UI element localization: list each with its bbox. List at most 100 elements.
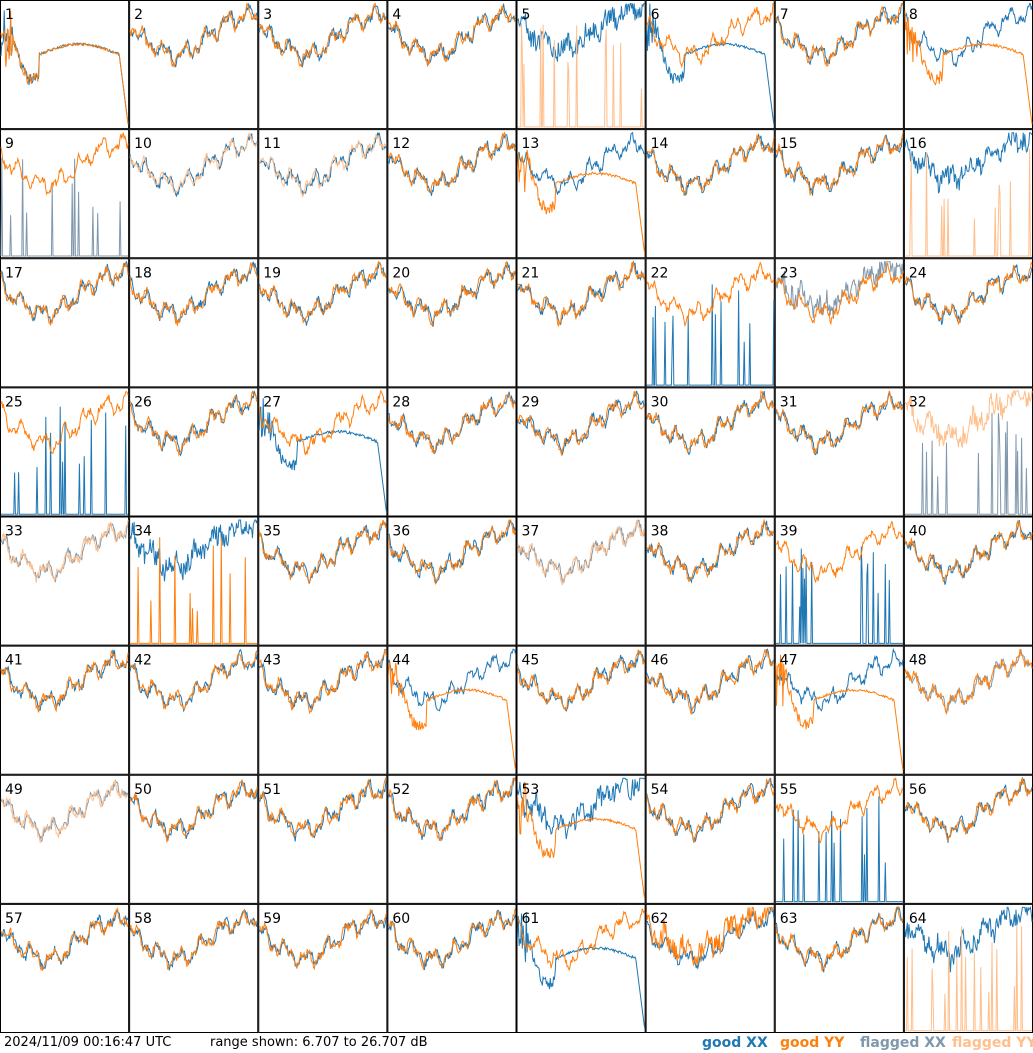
panel-frame [774, 516, 904, 646]
panel-47: 47 [774, 645, 904, 775]
series-yy [129, 650, 258, 710]
panel-12: 12 [387, 129, 517, 259]
panel-frame [903, 516, 1033, 646]
panel-52: 52 [387, 774, 517, 904]
panel-frame [516, 903, 646, 1033]
panel-label: 48 [909, 653, 927, 669]
series-yy [129, 779, 258, 844]
panel-43: 43 [258, 645, 388, 775]
panel-label: 13 [522, 136, 540, 152]
series-yy [258, 132, 387, 198]
panel-label: 34 [134, 524, 152, 540]
panel-frame [258, 903, 388, 1033]
series-yy [775, 654, 904, 770]
panel-53: 53 [516, 774, 646, 904]
panel-29: 29 [516, 387, 646, 517]
series-yy [904, 649, 1033, 715]
panel-35: 35 [258, 516, 388, 646]
panel-1: 1 [0, 0, 130, 130]
panel-label: 26 [134, 394, 152, 410]
panel-8: 8 [903, 0, 1033, 130]
panel-label: 61 [522, 911, 540, 927]
timestamp: 2024/11/09 00:16:47 UTC [4, 1035, 172, 1050]
panel-frame [258, 645, 388, 775]
panel-20: 20 [387, 258, 517, 388]
range-shown: range shown: 6.707 to 26.707 dB [210, 1035, 428, 1050]
series-xx [646, 777, 774, 843]
panel-frame [129, 645, 259, 775]
panel-label: 27 [263, 394, 281, 410]
panel-frame [645, 903, 775, 1033]
panel-label: 56 [909, 782, 927, 798]
panel-frame [129, 903, 259, 1033]
series-xx [517, 912, 646, 1029]
series-yy [775, 906, 904, 972]
panel-4: 4 [387, 0, 517, 130]
panel-57: 57 [0, 903, 130, 1033]
panel-label: 44 [392, 653, 410, 669]
panel-frame [774, 903, 904, 1033]
panel-frame [774, 258, 904, 388]
series-yy [646, 134, 775, 196]
panel-frame [516, 774, 646, 904]
panel-label: 41 [5, 653, 23, 669]
panel-frame [903, 645, 1033, 775]
series-xx [904, 412, 1032, 515]
series-yy [129, 132, 258, 194]
series-yy [517, 907, 646, 972]
panel-28: 28 [387, 387, 517, 517]
series-xx [904, 906, 1033, 973]
panel-frame [645, 129, 775, 259]
panel-label: 49 [5, 782, 23, 798]
series-yy [646, 389, 775, 454]
panel-label: 3 [263, 7, 272, 23]
series-xx [517, 131, 645, 195]
panel-44: 44 [387, 645, 517, 775]
panel-label: 53 [522, 782, 540, 798]
panel-39: 39 [774, 516, 904, 646]
series-yy [0, 649, 129, 713]
panel-label: 24 [909, 265, 927, 281]
panel-label: 36 [392, 524, 410, 540]
series-yy [775, 263, 904, 326]
series-yy [904, 148, 1032, 257]
series-yy [904, 777, 1033, 842]
panel-58: 58 [129, 903, 259, 1033]
panel-frame [0, 129, 130, 259]
panel-label: 28 [392, 394, 410, 410]
panel-label: 51 [263, 782, 281, 798]
series-yy [0, 519, 129, 583]
panel-frame [258, 516, 388, 646]
legend-good-xx: good XX [702, 1035, 768, 1051]
series-yy [387, 394, 516, 455]
series-yy [129, 2, 258, 68]
panel-13: 13 [516, 129, 646, 259]
panel-frame [387, 258, 517, 388]
series-yy [130, 537, 258, 644]
series-yy [258, 260, 387, 325]
panel-frame [387, 903, 517, 1033]
panel-label: 42 [134, 653, 152, 669]
series-yy [517, 262, 646, 328]
panel-label: 2 [134, 7, 143, 23]
series-xx [387, 648, 516, 712]
panel-label: 23 [780, 265, 798, 281]
panel-frame [0, 645, 130, 775]
series-yy [129, 262, 258, 326]
series-xx [775, 134, 904, 196]
panel-frame [774, 774, 904, 904]
series-xx [904, 3, 1033, 68]
panel-45: 45 [516, 645, 646, 775]
footer: 2024/11/09 00:16:47 UTC range shown: 6.7… [0, 1033, 1033, 1053]
series-yy [258, 2, 387, 67]
panel-40: 40 [903, 516, 1033, 646]
series-yy [646, 777, 775, 843]
panel-label: 54 [651, 782, 669, 798]
panel-34: 34 [129, 516, 259, 646]
panel-46: 46 [645, 645, 775, 775]
panel-51: 51 [258, 774, 388, 904]
panel-42: 42 [129, 645, 259, 775]
panel-frame [258, 129, 388, 259]
panel-label: 31 [780, 394, 798, 410]
series-yy [129, 908, 258, 970]
